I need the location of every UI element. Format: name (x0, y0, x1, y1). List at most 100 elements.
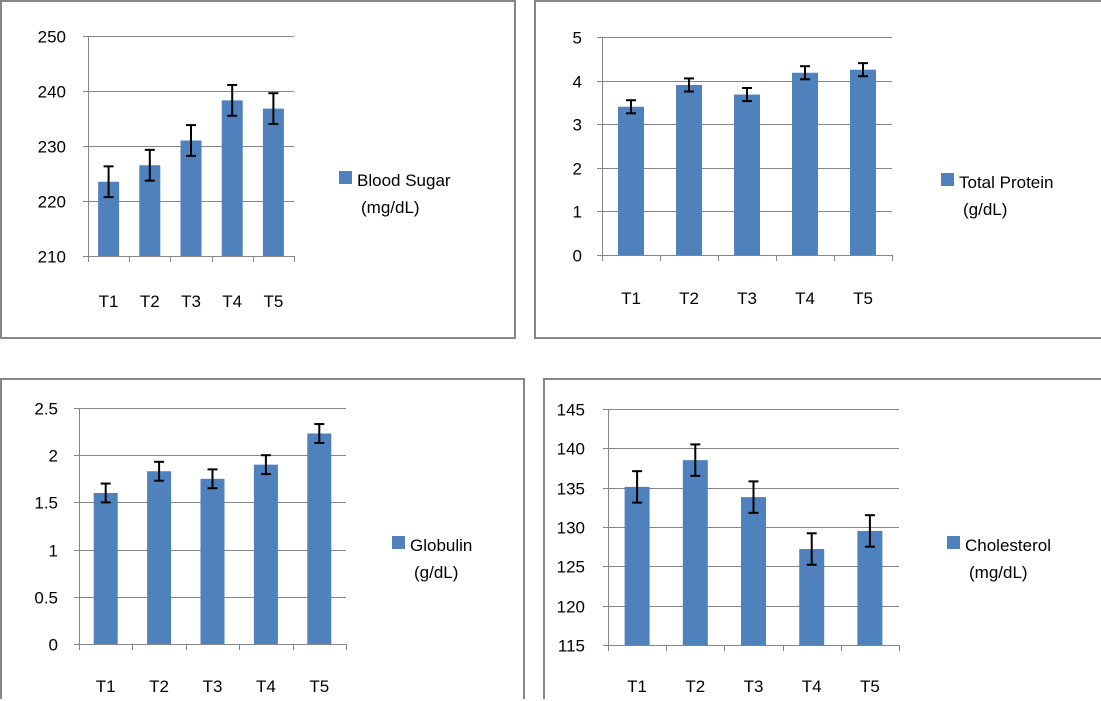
error-bar (227, 83, 238, 117)
globulin-chart-panel: 0 0.5 1 1.5 2 2.5 T1 T2 T3 T4 T5 Globulin (g/dL) (0, 378, 525, 699)
error-bar (864, 514, 875, 548)
y-tick-label: 0 (49, 636, 58, 655)
y-tick-label: 115 (558, 637, 585, 656)
category-label: T3 (744, 677, 764, 696)
legend-label: Total Protein (959, 173, 1054, 192)
y-tick-label: 145 (557, 401, 585, 420)
y-tick-label: 0.5 (34, 589, 58, 608)
category-label: T5 (309, 677, 329, 696)
bar (180, 140, 202, 256)
bar (307, 433, 332, 644)
error-bar (690, 443, 701, 477)
cholesterol-chart-panel: 115 120 125 130 135 140 145 T1 T2 T3 T4 T5 Choleste… (543, 378, 1101, 699)
error-bar (742, 87, 752, 103)
y-tick-label: 5 (573, 29, 582, 48)
y-tick-label: 2.5 (34, 400, 58, 419)
bar (624, 486, 650, 645)
category-label: T5 (853, 289, 873, 308)
bar (857, 530, 883, 645)
bar (734, 94, 760, 255)
category-label: T1 (96, 677, 116, 696)
bar (262, 108, 284, 256)
error-bar (806, 532, 817, 566)
total-protein-chart-panel: 0 1 2 3 4 5 T1 T2 T3 T4 T5 Total Protein (g/dL) (534, 0, 1101, 339)
y-tick-label: 0 (573, 247, 582, 266)
error-bar (154, 460, 165, 482)
globulin-chart: 0 0.5 1 1.5 2 2.5 T1 T2 T3 T4 T5 Globulin (g/dL) (34, 400, 472, 697)
y-tick-label: 1.5 (34, 494, 58, 513)
plot-area: 0 1 2 3 4 5 T1 T2 T3 T4 T5 (573, 29, 893, 308)
blood-sugar-chart-panel: 210 220 230 240 250 T1 T2 T3 T4 T5 Blood Sugar (m… (0, 0, 516, 339)
category-label: T4 (795, 289, 815, 308)
y-tick-label: 2 (49, 447, 58, 466)
bar (221, 100, 243, 256)
plot-area: 115 120 125 130 135 140 145 T1 T2 T3 T4 T5 (557, 401, 900, 696)
category-label: T1 (99, 292, 119, 311)
legend: Cholesterol (mg/dL) (947, 536, 1051, 582)
bar (147, 471, 172, 644)
error-bar (684, 77, 694, 93)
category-label: T4 (802, 677, 822, 696)
category-label: T2 (685, 677, 705, 696)
y-tick-label: 1 (49, 542, 58, 561)
y-tick-label: 3 (573, 116, 582, 135)
category-label: T5 (860, 677, 880, 696)
y-tick-label: 2 (573, 160, 582, 179)
legend: Globulin (g/dL) (392, 536, 472, 582)
bar (253, 464, 278, 644)
error-bar (207, 468, 218, 490)
bar (850, 69, 876, 255)
y-tick-label: 135 (557, 480, 585, 499)
legend-unit: (mg/dL) (969, 563, 1028, 582)
error-bar (632, 470, 643, 504)
category-label: T1 (627, 677, 647, 696)
plot-area: 210 220 230 240 250 T1 T2 T3 T4 T5 (38, 28, 295, 311)
bar (200, 478, 225, 644)
plot-area: 0 0.5 1 1.5 2 2.5 T1 T2 T3 T4 T5 (34, 400, 347, 696)
error-bar (260, 454, 271, 476)
category-label: T5 (263, 292, 283, 311)
category-label: T4 (256, 677, 276, 696)
category-label: T4 (222, 292, 242, 311)
category-label: T2 (149, 677, 169, 696)
category-label: T2 (140, 292, 160, 311)
category-label: T2 (679, 289, 699, 308)
y-tick-label: 130 (557, 519, 585, 538)
legend-swatch (947, 536, 960, 549)
error-bar (748, 480, 759, 514)
category-label: T3 (737, 289, 757, 308)
bar (682, 460, 708, 645)
legend-label: Blood Sugar (357, 171, 451, 190)
y-tick-label: 250 (38, 28, 66, 47)
legend-unit: (g/dL) (414, 563, 458, 582)
y-tick-label: 240 (38, 83, 66, 102)
legend: Total Protein (g/dL) (941, 173, 1054, 219)
y-tick-label: 210 (38, 248, 66, 267)
y-tick-label: 4 (573, 73, 582, 92)
legend-unit: (g/dL) (963, 200, 1007, 219)
bar (98, 181, 120, 256)
legend-label: Cholesterol (965, 536, 1051, 555)
legend: Blood Sugar (mg/dL) (339, 171, 451, 217)
bar (618, 106, 644, 255)
legend-swatch (392, 536, 405, 549)
error-bar (858, 62, 868, 78)
error-bar (626, 99, 636, 115)
error-bar (186, 124, 196, 157)
category-label: T1 (621, 289, 641, 308)
y-tick-label: 1 (573, 203, 582, 222)
bar (93, 492, 118, 644)
bar (139, 165, 161, 256)
bar (741, 497, 766, 645)
error-bar (144, 148, 155, 182)
y-tick-label: 220 (38, 193, 66, 212)
category-label: T3 (181, 292, 201, 311)
total-protein-chart: 0 1 2 3 4 5 T1 T2 T3 T4 T5 Total Protein (g/dL) (573, 29, 1054, 309)
legend-swatch (941, 173, 954, 186)
error-bar (268, 92, 279, 125)
error-bar (100, 482, 111, 504)
bar (676, 84, 702, 256)
y-tick-label: 230 (38, 138, 66, 157)
blood-sugar-chart: 210 220 230 240 250 T1 T2 T3 T4 T5 Blood Sugar (m… (38, 28, 451, 312)
legend-unit: (mg/dL) (361, 198, 420, 217)
